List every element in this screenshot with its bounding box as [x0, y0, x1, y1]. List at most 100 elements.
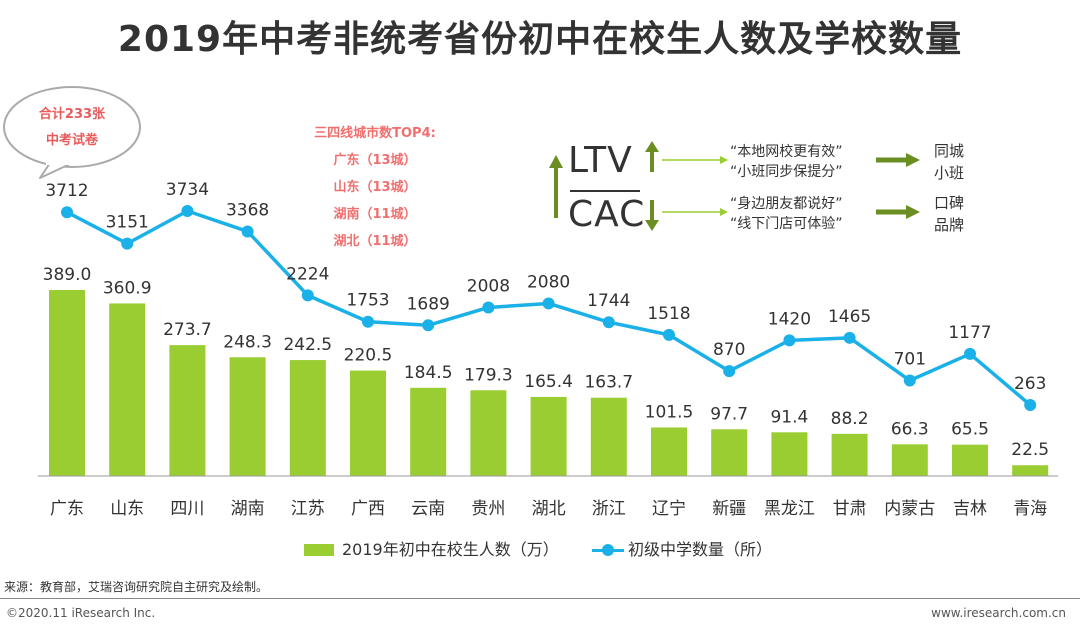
- line-point: [783, 334, 796, 347]
- bar: [470, 390, 507, 476]
- bar: [590, 397, 627, 476]
- chart-title: 2019年中考非统考省份初中在校生人数及学校数量: [117, 19, 963, 60]
- bar-value-label: 65.5: [951, 420, 989, 440]
- bar: [350, 370, 386, 476]
- bar-value-label: 273.7: [163, 320, 212, 340]
- cac-result: 口碑: [934, 194, 965, 212]
- x-tick-label: 江苏: [291, 499, 325, 519]
- line-value-label: 870: [713, 340, 745, 360]
- line-value-label: 1753: [346, 291, 389, 311]
- line-point: [723, 365, 736, 378]
- bar-value-label: 248.3: [223, 332, 272, 352]
- bar-value-label: 101.5: [645, 402, 694, 422]
- legend-bar-label: 2019年初中在校生人数（万）: [342, 540, 559, 559]
- x-tick-label: 山东: [110, 499, 144, 519]
- top4-item: 山东（13城）: [333, 180, 417, 195]
- top4-heading: 三四线城市数TOP4:: [314, 126, 436, 141]
- ltv-label: LTV: [568, 140, 633, 181]
- cac-quote: “身边朋友都说好”: [730, 196, 843, 212]
- top4-item: 广东（13城）: [333, 153, 417, 168]
- line-value-label: 1744: [587, 291, 630, 311]
- legend-bar-swatch: [304, 544, 334, 556]
- x-tick-label: 内蒙古: [884, 499, 935, 519]
- bar: [1012, 465, 1049, 476]
- line-value-label: 1689: [407, 294, 450, 314]
- line-point: [542, 297, 555, 310]
- bar: [410, 387, 447, 476]
- line-point: [362, 315, 374, 328]
- bar-value-label: 91.4: [770, 407, 808, 427]
- x-tick-label: 云南: [411, 499, 445, 519]
- x-tick-label: 湖北: [532, 499, 566, 519]
- top4-annotation: 三四线城市数TOP4: 广东（13城） 山东（13城） 湖南（11城） 湖北（1…: [300, 120, 450, 255]
- legend-line-label: 初级中学数量（所）: [628, 540, 773, 559]
- x-tick-label: 青海: [1013, 499, 1047, 519]
- top4-item: 湖南（11城）: [333, 207, 417, 222]
- x-tick-label: 黑龙江: [764, 499, 815, 519]
- x-tick-label: 辽宁: [652, 499, 686, 519]
- bar-value-label: 179.3: [464, 365, 513, 385]
- line-value-label: 701: [894, 350, 926, 370]
- bar-value-label: 360.9: [103, 278, 152, 298]
- bar-value-label: 165.4: [524, 372, 573, 392]
- line-point: [181, 205, 194, 217]
- bar: [831, 433, 868, 476]
- line-value-label: 263: [1014, 374, 1046, 394]
- bar-value-label: 184.5: [404, 363, 453, 383]
- source-note: 来源：教育部，艾瑞咨询研究院自主研究及绘制。: [4, 580, 269, 594]
- line-point: [301, 289, 314, 302]
- x-tick-label: 湖南: [231, 499, 265, 519]
- line-point: [422, 319, 435, 332]
- cac-result: 品牌: [934, 216, 965, 234]
- x-tick-label: 贵州: [471, 499, 505, 519]
- footer-divider: [0, 598, 1080, 599]
- legend-dot-swatch: [602, 544, 614, 556]
- bar-value-label: 389.0: [43, 265, 92, 285]
- bar: [169, 345, 206, 476]
- bar-value-label: 163.7: [584, 373, 633, 393]
- bar: [530, 396, 567, 476]
- x-tick-label: 甘肃: [833, 499, 867, 519]
- bar-value-label: 22.5: [1011, 440, 1049, 460]
- bar: [49, 290, 85, 476]
- bar-value-label: 66.3: [891, 419, 929, 439]
- line-value-label: 1177: [948, 323, 991, 343]
- bar-value-label: 220.5: [344, 346, 393, 366]
- x-tick-label: 新疆: [712, 499, 746, 519]
- website-link[interactable]: www.iresearch.com.cn: [931, 606, 1066, 620]
- ltv-cac-panel: LTV CAC “本地网校更有效” “小班同步保提分” “身边朋友都说好” “线…: [548, 138, 1048, 238]
- line-point: [602, 316, 615, 329]
- bar: [109, 303, 146, 476]
- x-tick-label: 广西: [351, 499, 385, 519]
- line-point: [843, 331, 856, 344]
- bar: [229, 357, 266, 476]
- line-value-label: 2080: [527, 272, 570, 292]
- bar: [289, 360, 326, 476]
- bar-value-label: 97.7: [710, 404, 748, 424]
- chart-legend: 2019年初中在校生人数（万） 初级中学数量（所）: [0, 538, 1080, 562]
- line-value-label: 1465: [828, 307, 871, 327]
- speech-bubble: [3, 86, 141, 179]
- bubble-text-line2: 中考试卷: [45, 133, 98, 148]
- cac-quote: “线下门店可体验”: [730, 216, 843, 232]
- bar-value-label: 88.2: [831, 409, 869, 429]
- line-value-label: 3368: [226, 200, 269, 220]
- ltv-quote: “小班同步保提分”: [730, 164, 843, 180]
- line-value-label: 1518: [647, 304, 690, 324]
- copyright: ©2020.11 iResearch Inc.: [6, 606, 156, 620]
- line-value-label: 3151: [106, 213, 149, 233]
- ltv-cac-arrows: [549, 141, 920, 231]
- ltv-quote: “本地网校更有效”: [730, 144, 843, 160]
- line-point: [1024, 399, 1037, 411]
- bar: [651, 427, 687, 476]
- x-tick-label: 四川: [170, 499, 204, 519]
- x-tick-label: 广东: [50, 499, 84, 519]
- top4-item: 湖北（11城）: [333, 234, 417, 249]
- line-value-label: 2008: [467, 276, 510, 296]
- x-tick-label: 浙江: [592, 499, 626, 519]
- line-value-label: 3712: [45, 181, 88, 201]
- bar: [891, 444, 928, 476]
- bar-value-label: 242.5: [283, 335, 332, 355]
- line-point: [61, 206, 73, 219]
